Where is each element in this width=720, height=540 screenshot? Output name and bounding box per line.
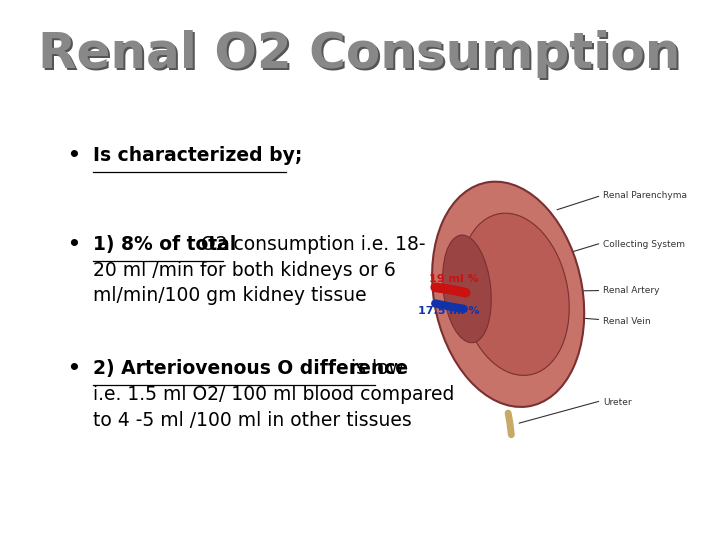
Text: 1) 8% of total: 1) 8% of total (93, 235, 243, 254)
Text: is low
i.e. 1.5 ml O2/ 100 ml blood compared
to 4 -5 ml /100 ml in other tissues: is low i.e. 1.5 ml O2/ 100 ml blood comp… (93, 359, 454, 430)
Ellipse shape (443, 235, 491, 343)
Text: •: • (68, 235, 81, 254)
Text: Renal O2 Consumption: Renal O2 Consumption (38, 30, 680, 78)
Text: Renal Parenchyma: Renal Parenchyma (603, 191, 687, 200)
Text: Renal O2 Consumption: Renal O2 Consumption (40, 32, 683, 79)
Text: 2) Arteriovenous O difference: 2) Arteriovenous O difference (93, 359, 415, 378)
Text: 19 ml %: 19 ml % (429, 274, 479, 284)
Text: •: • (68, 146, 81, 165)
Text: Renal Artery: Renal Artery (603, 286, 660, 295)
Text: Is characterized by;: Is characterized by; (93, 146, 302, 165)
Text: Collecting System: Collecting System (603, 240, 685, 248)
Text: •: • (68, 359, 81, 378)
Text: O2 consumption i.e. 18-
20 ml /min for both kidneys or 6
ml/min/100 gm kidney ti: O2 consumption i.e. 18- 20 ml /min for b… (93, 235, 426, 306)
Ellipse shape (460, 213, 570, 375)
Text: 17.5 ml %: 17.5 ml % (418, 306, 480, 315)
Text: Renal Vein: Renal Vein (603, 317, 651, 326)
Ellipse shape (432, 181, 584, 407)
Text: Ureter: Ureter (603, 398, 632, 407)
